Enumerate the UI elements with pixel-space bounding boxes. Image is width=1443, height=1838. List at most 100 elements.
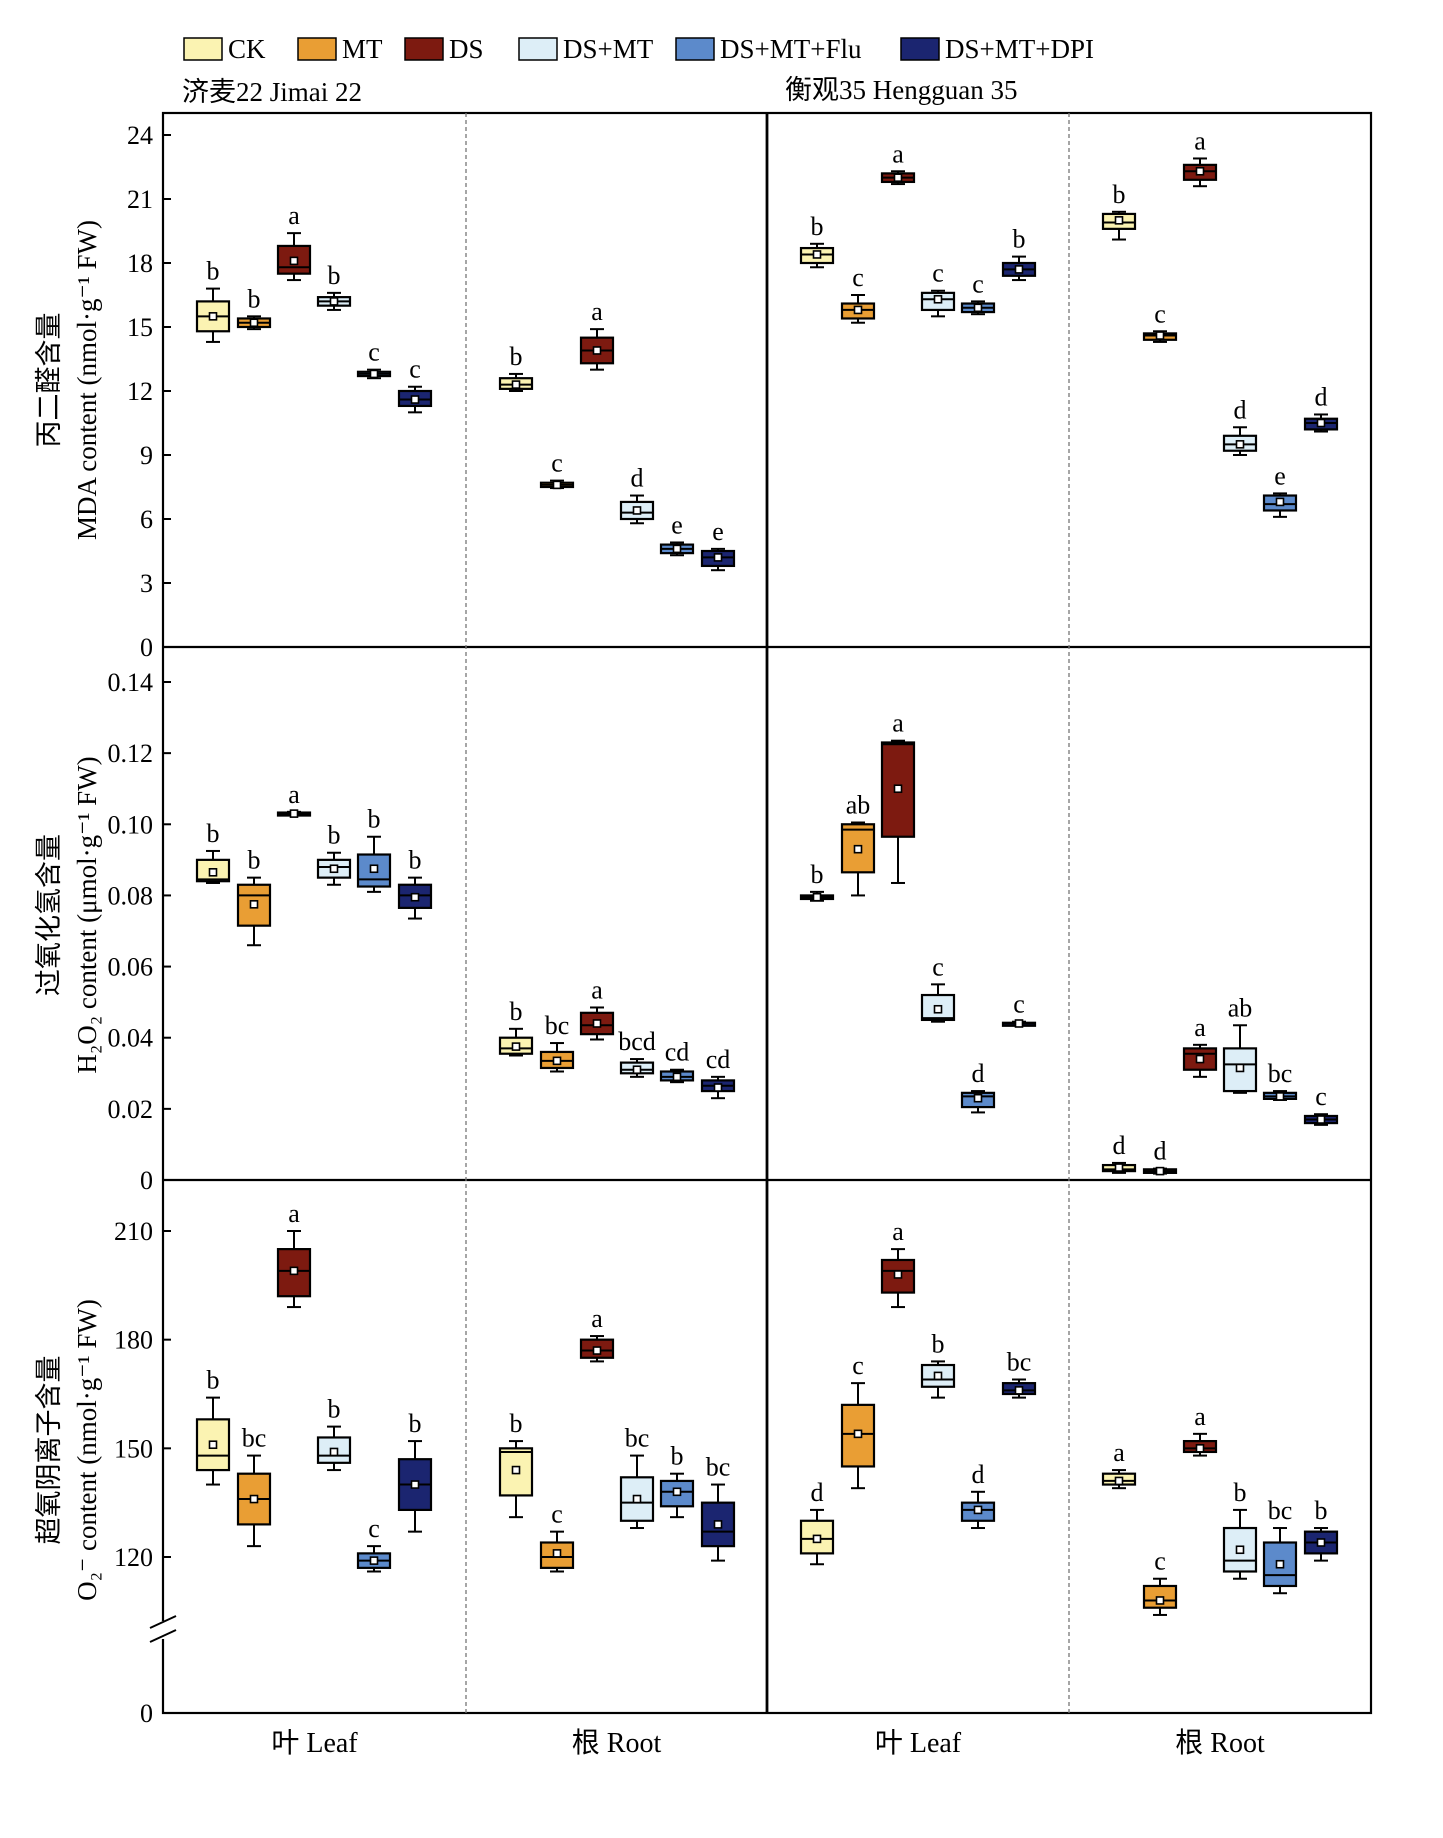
y-tick-label-h2o2: 0.12	[108, 739, 154, 768]
mean-marker	[713, 553, 723, 562]
y-tick-label-h2o2: 0.06	[108, 953, 154, 982]
significance-letter: c	[852, 1351, 864, 1380]
significance-letter: a	[288, 780, 300, 809]
box-h2o2-0-1: b	[236, 846, 272, 947]
box-h2o2-1-4: cd	[659, 1038, 695, 1084]
box-o2-0-4: c	[356, 1514, 392, 1573]
box-h2o2-3-1: d	[1142, 1137, 1178, 1176]
box-o2-2-2: a	[880, 1217, 916, 1309]
mean-marker	[410, 1480, 420, 1489]
box-o2-3-5: b	[1303, 1496, 1339, 1562]
significance-letter: c	[932, 952, 944, 981]
significance-letter: b	[328, 261, 341, 290]
axis-break-mark	[149, 1615, 177, 1629]
box-mda-0-5: c	[397, 355, 433, 414]
mean-marker	[1275, 497, 1285, 507]
significance-letter: b	[811, 212, 824, 241]
box-h2o2-1-1: bc	[539, 1011, 575, 1073]
box-o2-0-2: a	[276, 1199, 312, 1309]
legend: CK MT DS DS+MT DS+MT+Flu DS+MT+DPI	[183, 34, 1094, 64]
mean-marker	[1195, 1444, 1205, 1453]
box-o2-1-0: b	[498, 1409, 534, 1519]
mean-marker	[893, 784, 903, 794]
legend-swatch-2	[404, 37, 444, 61]
mean-marker	[672, 1072, 682, 1082]
box-h2o2-2-0: b	[799, 860, 835, 902]
x-axis-labels: 叶 Leaf 根 Root 叶 Leaf 根 Root	[271, 1727, 1265, 1759]
y-tick-label-mda: 0	[140, 633, 153, 662]
significance-letter: c	[1154, 299, 1166, 328]
mean-marker	[1275, 1559, 1285, 1569]
mean-marker	[369, 1556, 379, 1565]
box-mda-1-0: b	[498, 342, 534, 392]
mean-marker	[713, 1083, 723, 1092]
mean-marker	[853, 1429, 863, 1439]
mean-marker	[1195, 166, 1205, 176]
box-mda-3-3: d	[1222, 395, 1258, 456]
box-o2-3-1: c	[1142, 1547, 1178, 1616]
box-mda-2-2: a	[880, 139, 916, 186]
mean-marker	[329, 1447, 339, 1457]
box-h2o2-2-1: ab	[840, 791, 876, 897]
box-h2o2-0-0: b	[195, 819, 231, 884]
significance-letter: a	[591, 297, 603, 326]
box-mda-3-5: d	[1303, 382, 1339, 433]
box-h2o2-1-5: cd	[700, 1045, 736, 1100]
significance-letter: c	[1315, 1082, 1327, 1111]
box-o2-3-3: b	[1222, 1478, 1258, 1580]
box-o2-1-5: bc	[700, 1453, 736, 1562]
significance-letter: b	[1315, 1496, 1328, 1525]
significance-letter: c	[852, 263, 864, 292]
significance-letter: a	[288, 1199, 300, 1228]
significance-letter: a	[1194, 126, 1206, 155]
box-h2o2-1-3: bcd	[618, 1027, 656, 1078]
box-h2o2-2-3: c	[920, 952, 956, 1023]
box-mda-1-5: e	[700, 517, 736, 572]
mean-marker	[812, 250, 822, 259]
box-mda-1-4: e	[659, 510, 695, 557]
box-mda-0-2: a	[276, 201, 312, 282]
box-h2o2-3-2: a	[1182, 1013, 1218, 1078]
mean-marker	[853, 844, 863, 854]
significance-letter: ab	[1228, 993, 1253, 1022]
box-o2-1-4: b	[659, 1442, 695, 1519]
box-mda-0-3: b	[316, 261, 352, 311]
mean-marker	[933, 1371, 943, 1381]
significance-letter: d	[972, 1059, 985, 1088]
y-axis-title-cn-mda: 丙二醛含量	[34, 313, 64, 448]
box-mda-2-3: c	[920, 259, 956, 318]
y-tick-label-mda: 18	[127, 249, 153, 278]
mean-marker	[1114, 1163, 1124, 1172]
significance-letter: d	[1234, 395, 1247, 424]
box-o2-1-2: a	[579, 1304, 615, 1363]
mean-marker	[329, 297, 339, 306]
x-label-2: 叶 Leaf	[875, 1728, 962, 1759]
mean-marker	[893, 1270, 903, 1279]
mean-marker	[1235, 1545, 1245, 1555]
legend-label-2: DS	[449, 34, 484, 64]
mean-marker	[552, 1549, 562, 1558]
mean-marker	[1014, 1019, 1024, 1028]
mean-marker	[208, 1440, 218, 1450]
y-tick-label-mda: 12	[127, 377, 153, 406]
box-h2o2-3-0: d	[1101, 1131, 1137, 1174]
box-h2o2-0-2: a	[276, 780, 312, 818]
mean-marker	[249, 900, 259, 909]
significance-letter: b	[368, 805, 381, 834]
box-o2-0-3: b	[316, 1395, 352, 1472]
mean-marker	[1155, 1166, 1165, 1176]
legend-swatch-1	[297, 37, 337, 61]
y-tick-label-mda: 21	[127, 185, 153, 214]
significance-letter: c	[972, 269, 984, 298]
mean-marker	[249, 1494, 259, 1504]
significance-letter: b	[207, 257, 220, 286]
mean-marker	[1275, 1092, 1285, 1101]
mean-marker	[933, 294, 943, 304]
significance-letter: bc	[625, 1424, 650, 1453]
box-o2-3-0: a	[1101, 1438, 1137, 1490]
legend-swatch-0	[183, 37, 223, 61]
y-axis-title-cn-o2: 超氧阴离子含量	[34, 1356, 64, 1545]
y-tick-label-h2o2: 0	[140, 1166, 153, 1195]
